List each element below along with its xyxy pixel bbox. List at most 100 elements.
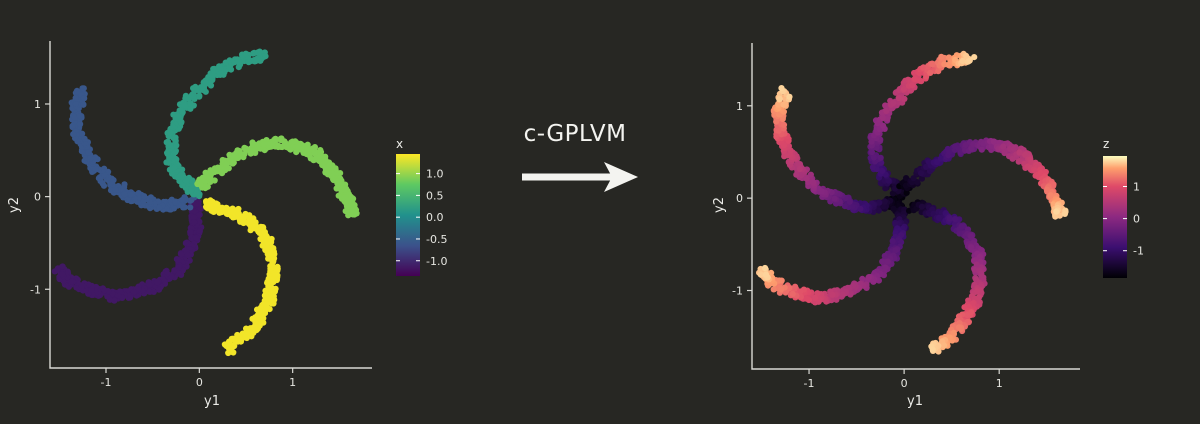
- left-data-point: [175, 264, 182, 271]
- right-data-point: [1010, 145, 1018, 153]
- right-data-point: [1000, 143, 1007, 150]
- right-data-point: [901, 95, 908, 102]
- left-data-point: [253, 56, 260, 63]
- right-colorbar-title: z: [1103, 137, 1109, 151]
- left-data-point: [240, 219, 247, 227]
- right-data-point: [776, 277, 783, 284]
- right-data-point: [810, 179, 817, 186]
- right-data-point: [903, 175, 910, 182]
- right-data-point: [946, 215, 953, 222]
- left-data-point: [270, 278, 277, 286]
- left-data-point: [311, 150, 318, 157]
- left-spiral-arm-2: [68, 85, 198, 213]
- left-data-point: [141, 193, 148, 200]
- left-spiral-arm-1: [51, 197, 205, 304]
- left-data-point: [177, 251, 185, 258]
- right-colorbar-tick-label: 1: [1133, 181, 1140, 194]
- right-data-point: [918, 203, 926, 210]
- left-data-point: [216, 64, 223, 71]
- left-data-point: [74, 88, 81, 95]
- left-data-point: [166, 154, 173, 161]
- right-data-point: [917, 77, 924, 84]
- left-data-point: [165, 159, 172, 166]
- right-data-point: [857, 205, 864, 212]
- right-data-point: [778, 85, 785, 92]
- right-colorbar: z 1 0 -1: [1103, 137, 1144, 278]
- left-data-point: [197, 181, 204, 189]
- left-data-point: [190, 214, 198, 221]
- left-data-point: [223, 204, 230, 212]
- left-data-point: [72, 100, 79, 107]
- right-data-point: [971, 54, 978, 61]
- right-data-point: [1053, 208, 1060, 215]
- left-colorbar: x 1.0 0.5 0.0 -0.5 -1.0: [396, 137, 447, 276]
- left-points-layer: [51, 48, 360, 357]
- left-data-point: [202, 169, 209, 176]
- left-data-point: [188, 197, 195, 204]
- left-data-point: [146, 281, 153, 288]
- left-data-point: [210, 65, 217, 73]
- right-data-point: [883, 107, 890, 114]
- left-data-point: [196, 218, 203, 225]
- right-data-point: [833, 296, 840, 303]
- left-data-point: [266, 251, 273, 259]
- left-data-point: [51, 268, 58, 275]
- left-data-point: [77, 121, 84, 128]
- left-data-point: [181, 102, 188, 109]
- right-data-point: [918, 175, 926, 182]
- left-data-point: [350, 211, 357, 218]
- left-data-point: [230, 159, 237, 166]
- left-data-point: [196, 92, 203, 99]
- right-data-point: [884, 258, 891, 265]
- left-data-point: [167, 129, 174, 136]
- left-y-axis-title: y2: [7, 197, 22, 213]
- right-data-point: [1044, 186, 1051, 193]
- left-data-point: [304, 145, 312, 152]
- left-data-point: [241, 333, 248, 340]
- left-colorbar-tick-label: 1.0: [426, 168, 444, 181]
- left-data-point: [150, 288, 157, 295]
- left-data-point: [187, 228, 194, 235]
- left-data-point: [59, 271, 66, 278]
- right-data-point: [780, 101, 787, 108]
- right-data-point: [796, 165, 803, 173]
- left-data-point: [344, 198, 352, 205]
- left-data-point: [127, 294, 134, 301]
- right-data-point: [962, 141, 969, 149]
- transition-arrow-group: c-GPLVM: [522, 121, 638, 192]
- right-data-point: [807, 171, 815, 178]
- left-data-point: [270, 245, 277, 252]
- left-data-point: [225, 349, 232, 357]
- right-spiral-arm-3: [867, 50, 978, 201]
- right-data-point: [1001, 149, 1008, 157]
- left-data-point: [203, 203, 210, 210]
- left-data-point: [260, 141, 268, 148]
- left-y-tick-label: -1: [30, 283, 41, 296]
- left-data-point: [230, 349, 237, 356]
- right-data-point: [990, 138, 997, 145]
- left-data-point: [135, 190, 142, 197]
- arrow-icon: [604, 162, 638, 192]
- left-data-point: [300, 149, 307, 156]
- left-data-point: [272, 136, 279, 144]
- right-data-point: [1009, 155, 1016, 162]
- right-data-point: [929, 346, 936, 353]
- right-data-point: [946, 334, 953, 341]
- right-data-point: [775, 127, 782, 134]
- right-data-point: [1016, 149, 1023, 156]
- left-data-point: [78, 148, 85, 155]
- right-spiral-arm-5: [906, 199, 988, 355]
- right-data-point: [795, 160, 802, 168]
- right-data-point: [968, 244, 975, 251]
- right-data-point: [889, 238, 896, 245]
- left-ticks: -1 0 1 -1 0 1: [30, 98, 296, 389]
- left-data-point: [127, 191, 135, 198]
- right-data-point: [786, 93, 793, 100]
- right-data-point: [911, 76, 919, 83]
- right-data-point: [761, 264, 769, 272]
- right-y-axis-title: y2: [712, 197, 727, 213]
- left-data-point: [164, 138, 171, 145]
- right-data-point: [880, 122, 887, 129]
- left-data-point: [341, 194, 349, 201]
